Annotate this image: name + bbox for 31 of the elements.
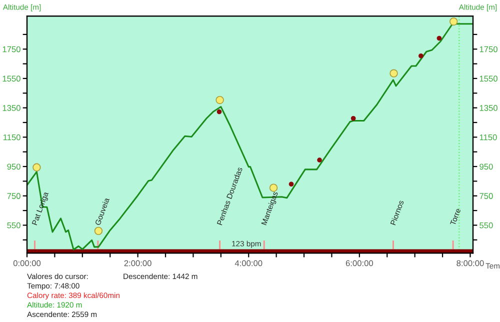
y-tick-label: 950	[7, 164, 20, 170]
point	[94, 226, 103, 236]
point	[350, 116, 356, 121]
y2-tick-label: 1350	[480, 105, 498, 111]
point	[269, 184, 278, 192]
y2-tick-label: 1750	[480, 46, 498, 52]
y2-tick-label: 550	[480, 222, 493, 228]
x-tick-label: 4:00:00	[234, 260, 262, 266]
y-tick-label: 750	[7, 193, 20, 199]
y-tick-label: 1350	[2, 105, 20, 111]
y2-tick-label: 950	[480, 164, 493, 170]
point	[390, 69, 398, 78]
point	[216, 96, 224, 104]
point	[418, 53, 424, 58]
x-tick-label: 2:00:00	[124, 260, 152, 266]
x-tick-label: 0:00:00	[13, 260, 41, 266]
x-tick-label: 8:00:00	[456, 260, 484, 266]
y-tick-label: 1750	[2, 46, 20, 52]
point	[216, 109, 222, 114]
y2-tick-label: 750	[480, 193, 493, 199]
y-tick-label: 1150	[3, 134, 20, 140]
y-tick-label: 1550	[2, 76, 20, 82]
point	[450, 17, 458, 26]
point	[436, 36, 442, 41]
y-tick-label: 550	[7, 222, 20, 228]
y2-tick-label: 1150	[480, 134, 497, 140]
point	[32, 163, 41, 172]
y2-tick-label: 1550	[480, 76, 498, 82]
x-tick-label: 6:00:00	[346, 260, 373, 266]
point	[288, 182, 294, 187]
point	[317, 158, 322, 162]
